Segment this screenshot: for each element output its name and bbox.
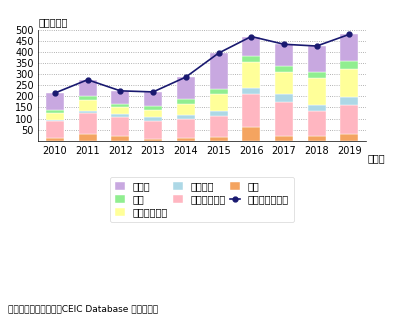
Bar <box>242 37 260 56</box>
Bar <box>111 104 129 107</box>
Bar <box>177 77 195 99</box>
Bar <box>46 110 64 113</box>
Bar <box>340 97 358 105</box>
Bar <box>242 88 260 94</box>
Bar <box>111 136 129 141</box>
Bar <box>340 69 358 97</box>
Bar <box>177 138 195 141</box>
Bar <box>144 121 162 139</box>
Text: （年）: （年） <box>368 153 385 163</box>
Bar <box>340 34 358 61</box>
対内直接投資計 <box>118 89 123 93</box>
Bar <box>78 96 96 100</box>
対内直接投資計 <box>314 44 319 48</box>
Bar <box>111 117 129 136</box>
Bar <box>275 72 293 94</box>
Bar <box>111 107 129 114</box>
Legend: その他, 米国, シンガポール, オランダ, モーリシャス, 日本, 対内直接投資計: その他, 米国, シンガポール, オランダ, モーリシャス, 日本, 対内直接投… <box>110 177 294 222</box>
Bar <box>242 94 260 127</box>
Bar <box>210 116 228 137</box>
Bar <box>46 138 64 141</box>
Bar <box>177 104 195 115</box>
Bar <box>111 114 129 117</box>
Bar <box>111 91 129 104</box>
Bar <box>242 62 260 88</box>
Bar <box>340 105 358 134</box>
Bar <box>177 99 195 104</box>
Bar <box>78 134 96 141</box>
Text: 資料：インド商工省、CEIC Database から作成。: 資料：インド商工省、CEIC Database から作成。 <box>8 304 158 313</box>
対内直接投資計 <box>249 35 254 38</box>
Bar <box>242 56 260 62</box>
Bar <box>177 119 195 138</box>
Bar <box>275 102 293 136</box>
Bar <box>144 139 162 141</box>
Bar <box>78 100 96 111</box>
Bar <box>78 80 96 96</box>
Bar <box>275 44 293 66</box>
Bar <box>210 53 228 89</box>
Bar <box>242 127 260 141</box>
Text: （億ドル）: （億ドル） <box>38 18 68 28</box>
対内直接投資計 <box>85 78 90 82</box>
対内直接投資計 <box>282 43 286 46</box>
Bar <box>275 136 293 141</box>
Bar <box>46 113 64 120</box>
Bar <box>210 111 228 116</box>
Bar <box>177 115 195 119</box>
対内直接投資計 <box>52 91 57 95</box>
Bar <box>144 92 162 106</box>
Bar <box>308 105 326 112</box>
Bar <box>275 94 293 102</box>
Bar <box>144 106 162 110</box>
Bar <box>144 110 162 117</box>
Bar <box>210 137 228 141</box>
Line: 対内直接投資計: 対内直接投資計 <box>52 32 352 95</box>
Bar <box>46 121 64 138</box>
Bar <box>210 94 228 111</box>
対内直接投資計 <box>347 32 352 36</box>
Bar <box>308 72 326 78</box>
Bar <box>210 89 228 94</box>
Bar <box>78 113 96 134</box>
対内直接投資計 <box>216 51 221 55</box>
対内直接投資計 <box>151 90 156 94</box>
Bar <box>308 112 326 136</box>
Bar <box>46 93 64 110</box>
Bar <box>78 111 96 113</box>
Bar <box>308 46 326 72</box>
Bar <box>340 61 358 69</box>
Bar <box>144 117 162 121</box>
Bar <box>308 136 326 141</box>
Bar <box>308 78 326 105</box>
Bar <box>340 134 358 141</box>
対内直接投資計 <box>183 75 188 79</box>
Bar <box>275 66 293 72</box>
Bar <box>46 120 64 121</box>
